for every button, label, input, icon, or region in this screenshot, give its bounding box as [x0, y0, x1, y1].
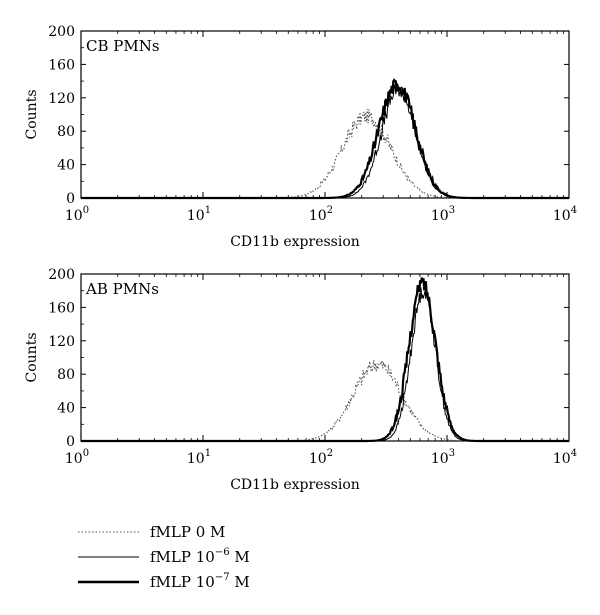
y-tick-label: 0	[66, 434, 75, 450]
chart-panel-ab: 0 40 80 120 160 200 100 101 102 103 104 CD11b expre…	[24, 267, 577, 493]
y-tick-label: 40	[57, 158, 75, 174]
series-dotted-line	[81, 360, 569, 442]
legend: fMLP 0 M fMLP 10−6 M fMLP 10−7 M	[78, 523, 250, 591]
y-tick-label: 80	[57, 367, 75, 383]
panel-label: CB PMNs	[86, 37, 160, 55]
plot-frame	[80, 30, 570, 199]
series-dotted-line	[81, 108, 569, 199]
x-tick-label: 103	[431, 448, 455, 467]
legend-entry-thick: fMLP 10−7 M	[150, 572, 250, 591]
y-tick-label: 200	[48, 267, 75, 283]
y-axis-label: Counts	[24, 333, 40, 383]
x-tick-label: 104	[553, 205, 577, 224]
x-tick-label: 102	[309, 448, 333, 467]
x-tick-label: 100	[65, 448, 89, 467]
series-thick-line	[81, 78, 569, 200]
plot-frame	[80, 273, 570, 442]
y-tick-label: 120	[48, 334, 75, 350]
y-tick-label: 120	[48, 91, 75, 107]
x-axis-label: CD11b expression	[230, 234, 360, 250]
legend-entry-dotted: fMLP 0 M	[150, 523, 225, 541]
y-tick-label: 160	[48, 57, 75, 73]
y-tick-label: 0	[66, 191, 75, 207]
y-axis-label: Counts	[24, 90, 40, 140]
x-tick-label: 101	[187, 205, 211, 224]
x-tick-label: 102	[309, 205, 333, 224]
series-thin-line	[81, 287, 569, 442]
series-thick-line	[81, 277, 569, 443]
y-tick-label: 80	[57, 124, 75, 140]
panel-label: AB PMNs	[85, 280, 159, 298]
y-tick-label: 160	[48, 300, 75, 316]
y-tick-label: 40	[57, 401, 75, 417]
y-tick-label: 200	[48, 24, 75, 40]
x-tick-label: 100	[65, 205, 89, 224]
x-axis-label: CD11b expression	[230, 477, 360, 493]
x-tick-label: 103	[431, 205, 455, 224]
legend-entry-thin: fMLP 10−6 M	[150, 547, 250, 566]
x-tick-label: 104	[553, 448, 577, 467]
x-tick-label: 101	[187, 448, 211, 467]
chart-panel-cb: 0 40 80 120 160 200 100 101 102 103 104 CD11b expre…	[24, 24, 577, 250]
